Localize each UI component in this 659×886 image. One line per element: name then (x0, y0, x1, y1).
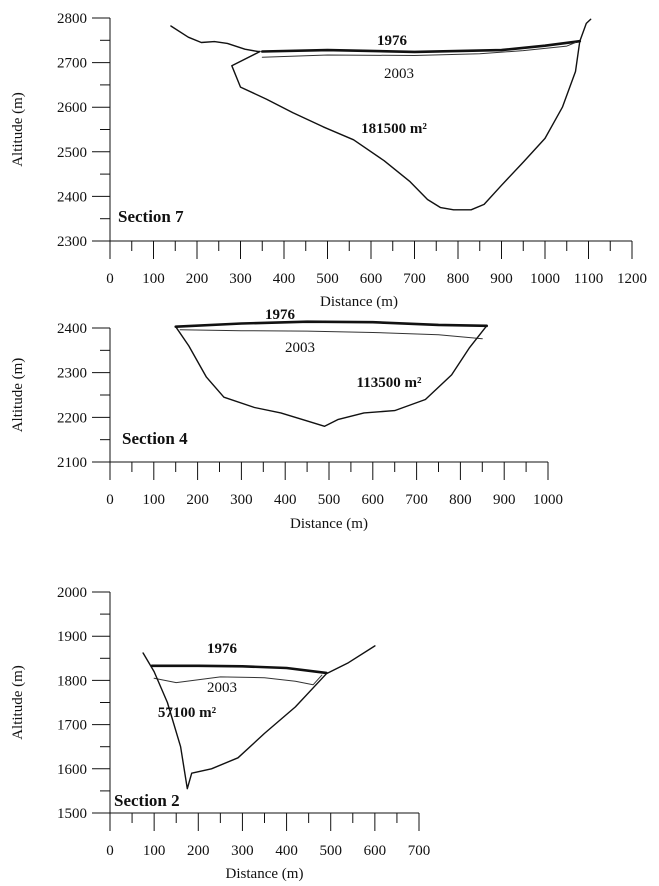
x-tick-label: 800 (449, 492, 472, 508)
x-tick-label: 500 (319, 843, 342, 859)
series-line-2003 (179, 329, 483, 340)
x-tick-label: 600 (362, 492, 385, 508)
x-tick-label: 300 (229, 271, 252, 287)
y-tick-label: 2500 (57, 145, 87, 161)
series-label-2003: 2003 (207, 680, 237, 696)
x-tick-label: 400 (274, 492, 297, 508)
series-line-2003 (261, 42, 576, 58)
section-label: Section 7 (118, 207, 184, 226)
x-tick-label: 1000 (533, 492, 563, 508)
x-axis-title: Distance (m) (290, 516, 368, 532)
x-tick-label: 1100 (574, 271, 603, 287)
area-annotation: 113500 m² (357, 375, 422, 391)
series-label-2003: 2003 (384, 66, 414, 82)
x-tick-label: 300 (230, 492, 253, 508)
x-tick-label: 700 (403, 271, 426, 287)
y-axis-title: Altitude (m) (10, 92, 26, 167)
y-tick-label: 1900 (57, 629, 87, 645)
x-tick-label: 500 (316, 271, 339, 287)
y-tick-label: 2100 (57, 455, 87, 471)
x-axis-title: Distance (m) (320, 294, 398, 310)
y-tick-label: 1700 (57, 718, 87, 734)
series-label-1976: 1976 (377, 33, 408, 49)
x-tick-label: 400 (273, 271, 296, 287)
x-tick-label: 600 (364, 843, 387, 859)
chart-section-2: 2100 2200 2300 2400 0 100 200 300 400 500 600 700 80… (10, 307, 563, 532)
x-tick-label: 400 (275, 843, 298, 859)
series-line-1976 (260, 39, 582, 54)
area-annotation: 57100 m² (158, 705, 217, 721)
series-line-1976 (174, 320, 489, 329)
x-tick-label: 100 (142, 271, 165, 287)
x-tick-label: 200 (186, 271, 209, 287)
series-line-2003 (153, 674, 323, 686)
y-axis-title: Altitude (m) (10, 358, 26, 433)
y-tick-label: 2200 (57, 410, 87, 426)
series-label-1976: 1976 (265, 307, 296, 323)
series-line-bed (142, 645, 376, 790)
y-tick-label: 1600 (57, 762, 87, 778)
x-tick-label: 0 (106, 843, 114, 859)
x-tick-label: 600 (360, 271, 383, 287)
x-axis-title: Distance (m) (226, 866, 304, 882)
y-tick-label: 2400 (57, 321, 87, 337)
y-tick-label: 2400 (57, 189, 87, 205)
x-tick-label: 100 (143, 492, 166, 508)
x-tick-label: 900 (493, 492, 516, 508)
x-tick-label: 0 (106, 492, 114, 508)
y-tick-label: 2000 (57, 585, 87, 601)
y-tick-label: 2800 (57, 11, 87, 27)
series-line-1976 (150, 664, 328, 675)
area-annotation: 181500 m² (361, 121, 427, 137)
x-tick-label: 200 (187, 843, 210, 859)
chart-section-1: 2300 2400 2500 2600 2700 2800 0 100 200 300 400 500… (10, 11, 647, 310)
x-tick-label: 500 (318, 492, 341, 508)
x-tick-label: 1000 (530, 271, 560, 287)
series-label-1976: 1976 (207, 641, 238, 657)
y-tick-label: 1500 (57, 806, 87, 822)
series-line-bed (170, 18, 592, 211)
x-tick-label: 800 (447, 271, 470, 287)
y-tick-label: 2300 (57, 234, 87, 250)
y-tick-label: 1800 (57, 673, 87, 689)
x-tick-label: 300 (231, 843, 254, 859)
series-line-bed (174, 325, 488, 427)
y-tick-label: 2300 (57, 366, 87, 382)
y-tick-label: 2700 (57, 56, 87, 72)
x-tick-label: 700 (408, 843, 431, 859)
x-tick-label: 700 (405, 492, 428, 508)
y-tick-label: 2600 (57, 100, 87, 116)
x-tick-label: 100 (143, 843, 166, 859)
x-tick-label: 900 (490, 271, 513, 287)
x-tick-label: 0 (106, 271, 114, 287)
series-label-2003: 2003 (285, 340, 315, 356)
x-tick-label: 1200 (617, 271, 647, 287)
y-axis-title: Altitude (m) (10, 665, 26, 740)
section-label: Section 2 (114, 791, 180, 810)
x-tick-label: 200 (186, 492, 209, 508)
chart-section-3: 1500 1600 1700 1800 1900 2000 0 100 200 300 400 500… (10, 585, 430, 882)
section-label: Section 4 (122, 429, 188, 448)
